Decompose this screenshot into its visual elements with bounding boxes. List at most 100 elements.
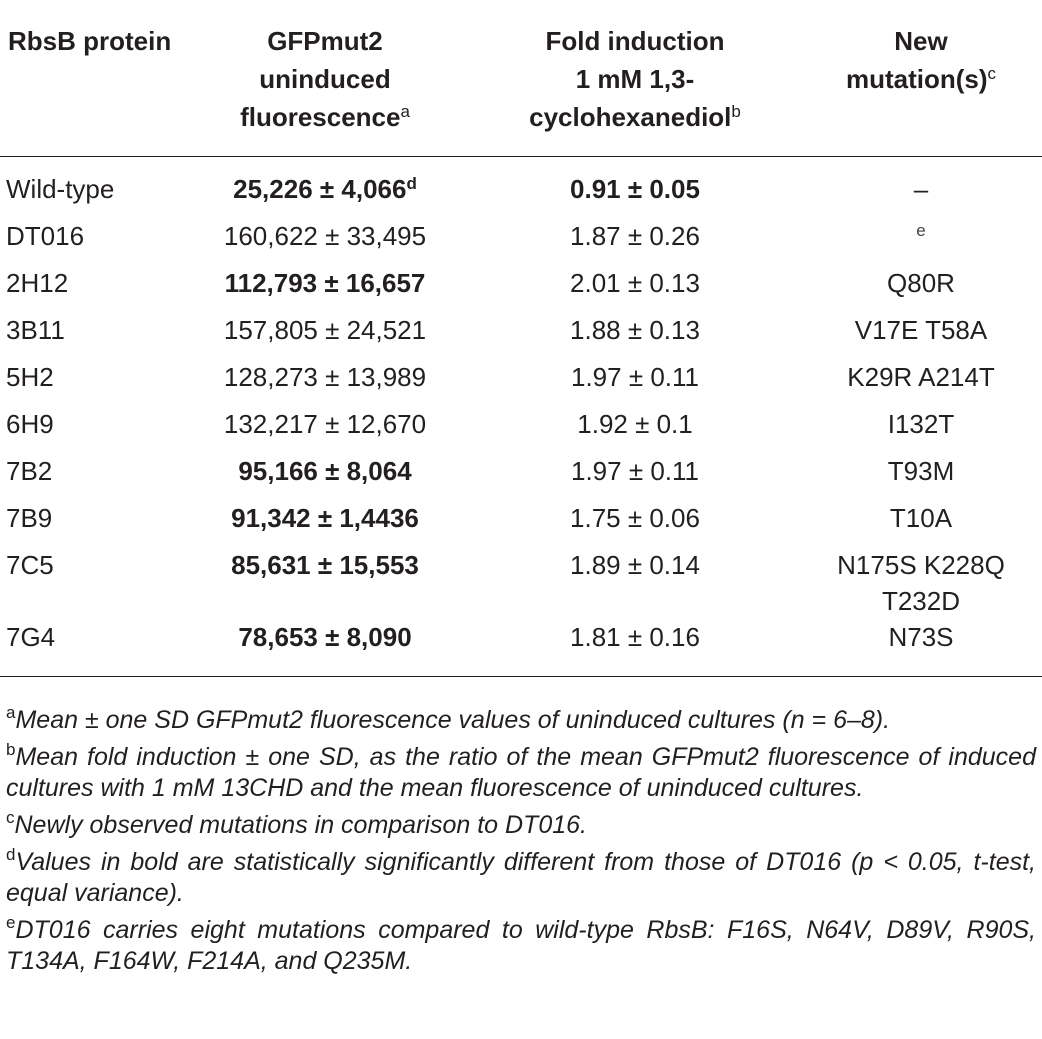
- protein-cell-value: DT016: [6, 221, 85, 251]
- table-row: DT016 160,622 ± 33,495 1.87 ± 0.26 e: [0, 218, 1042, 265]
- fold-induction-cell: 1.89 ± 0.14: [470, 547, 800, 619]
- footnote-text: Values in bold are statistically signifi…: [6, 848, 1036, 907]
- footnote-text: DT016 carries eight mutations compared t…: [6, 916, 1036, 975]
- footnote-marker: d: [406, 174, 417, 193]
- fluorescence-cell-value: 95,166 ± 8,064: [238, 456, 412, 486]
- fold-induction-cell-value: 0.91 ± 0.05: [570, 174, 700, 204]
- mutations-cell: e: [800, 218, 1042, 265]
- mutations-cell-value: V17E T58A: [854, 315, 988, 345]
- fluorescence-cell: 157,805 ± 24,521: [180, 312, 470, 359]
- table-row: 7G4 78,653 ± 8,090 1.81 ± 0.16 N73S: [0, 619, 1042, 677]
- column-header-2: GFPmut2 uninduced fluorescencea: [180, 0, 470, 157]
- column-header-3: Fold induction 1 mM 1,3- cyclohexanediolb: [470, 0, 800, 157]
- footnote: bMean fold induction ± one SD, as the ra…: [6, 740, 1036, 804]
- table-row: 7C5 85,631 ± 15,553 1.89 ± 0.14 N175S K228Q…: [0, 547, 1042, 619]
- footnote-marker: c: [6, 808, 15, 827]
- mutations-cell-value: K29R A214T: [847, 362, 995, 392]
- results-table: RbsB protein GFPmut2 uninduced fluorescence…: [0, 0, 1042, 677]
- mutations-cell-value: N175S K228Q T232D: [837, 550, 1005, 616]
- mutations-cell: T93M: [800, 453, 1042, 500]
- footnote-text: Newly observed mutations in comparison t…: [14, 811, 588, 839]
- mutations-cell: T10A: [800, 500, 1042, 547]
- protein-cell-value: 7B9: [6, 503, 53, 533]
- mutations-cell: –: [800, 157, 1042, 219]
- mutations-cell: N73S: [800, 619, 1042, 677]
- fold-induction-cell: 1.92 ± 0.1: [470, 406, 800, 453]
- table-body: Wild-type 25,226 ± 4,066d 0.91 ± 0.05 – DT01…: [0, 157, 1042, 677]
- footnote-marker: e: [6, 913, 16, 932]
- table-row: 6H9 132,217 ± 12,670 1.92 ± 0.1 I132T: [0, 406, 1042, 453]
- fluorescence-cell-value: 112,793 ± 16,657: [224, 268, 426, 298]
- fluorescence-cell: 85,631 ± 15,553: [180, 547, 470, 619]
- fold-induction-cell-value: 1.89 ± 0.14: [570, 550, 700, 580]
- protein-cell: 3B11: [0, 312, 180, 359]
- protein-cell-value: 7C5: [6, 550, 54, 580]
- mutations-cell: I132T: [800, 406, 1042, 453]
- mutations-cell-value: Q80R: [887, 268, 955, 298]
- protein-cell-value: 6H9: [6, 409, 54, 439]
- fold-induction-cell: 2.01 ± 0.13: [470, 265, 800, 312]
- footnote-text: Mean ± one SD GFPmut2 fluorescence value…: [15, 706, 891, 734]
- fluorescence-cell-value: 91,342 ± 1,4436: [231, 503, 419, 533]
- fold-induction-cell-value: 1.75 ± 0.06: [570, 503, 700, 533]
- column-header-line: mutation(s): [845, 64, 988, 94]
- table-footnotes: aMean ± one SD GFPmut2 fluorescence valu…: [6, 704, 1036, 983]
- fluorescence-cell: 78,653 ± 8,090: [180, 619, 470, 677]
- fluorescence-cell: 128,273 ± 13,989: [180, 359, 470, 406]
- protein-cell-value: 5H2: [6, 362, 54, 392]
- fold-induction-cell-value: 1.87 ± 0.26: [570, 221, 700, 251]
- fluorescence-cell-value: 25,226 ± 4,066: [233, 174, 407, 204]
- protein-cell: Wild-type: [0, 157, 180, 219]
- mutations-cell: Q80R: [800, 265, 1042, 312]
- fluorescence-cell-value: 157,805 ± 24,521: [223, 315, 427, 345]
- table-header: RbsB protein GFPmut2 uninduced fluorescence…: [0, 0, 1042, 157]
- column-header-line: uninduced: [259, 64, 391, 94]
- column-header-line: GFPmut2: [267, 26, 383, 56]
- fold-induction-cell-value: 2.01 ± 0.13: [570, 268, 700, 298]
- footnote: cNewly observed mutations in comparison …: [6, 808, 1036, 841]
- table-row: 7B9 91,342 ± 1,4436 1.75 ± 0.06 T10A: [0, 500, 1042, 547]
- fluorescence-cell-value: 128,273 ± 13,989: [223, 362, 427, 392]
- protein-cell: 6H9: [0, 406, 180, 453]
- header-row: RbsB protein GFPmut2 uninduced fluorescence…: [0, 0, 1042, 157]
- protein-cell: 5H2: [0, 359, 180, 406]
- protein-cell: 7G4: [0, 619, 180, 677]
- table-row: 7B2 95,166 ± 8,064 1.97 ± 0.11 T93M: [0, 453, 1042, 500]
- protein-cell: 7B9: [0, 500, 180, 547]
- protein-cell: 7B2: [0, 453, 180, 500]
- table-row: Wild-type 25,226 ± 4,066d 0.91 ± 0.05 –: [0, 157, 1042, 219]
- protein-cell-value: 7B2: [6, 456, 53, 486]
- fold-induction-cell: 1.88 ± 0.13: [470, 312, 800, 359]
- footnote-marker: b: [6, 740, 16, 759]
- footnote-marker: d: [6, 845, 16, 864]
- column-header-1: RbsB protein: [0, 0, 180, 157]
- protein-cell: DT016: [0, 218, 180, 265]
- protein-cell-value: 3B11: [6, 315, 65, 345]
- fluorescence-cell: 91,342 ± 1,4436: [180, 500, 470, 547]
- footnote-marker: c: [987, 64, 997, 83]
- mutations-cell-value: N73S: [888, 622, 954, 652]
- fold-induction-cell-value: 1.92 ± 0.1: [577, 409, 693, 439]
- footnote-marker: b: [731, 102, 741, 121]
- column-header-line: Fold induction: [545, 26, 725, 56]
- mutations-cell-value: T10A: [889, 503, 953, 533]
- protein-cell: 2H12: [0, 265, 180, 312]
- footnote: aMean ± one SD GFPmut2 fluorescence valu…: [6, 704, 1036, 736]
- protein-cell-value: 2H12: [6, 268, 69, 298]
- fluorescence-cell: 95,166 ± 8,064: [180, 453, 470, 500]
- fluorescence-cell-value: 78,653 ± 8,090: [238, 622, 412, 652]
- mutations-cell: K29R A214T: [800, 359, 1042, 406]
- protein-cell: 7C5: [0, 547, 180, 619]
- column-header-line: fluorescence: [240, 102, 401, 132]
- fluorescence-cell-value: 160,622 ± 33,495: [223, 221, 427, 251]
- column-header-line: RbsB protein: [8, 26, 172, 56]
- mutations-cell: N175S K228Q T232D: [800, 547, 1042, 619]
- mutations-cell: V17E T58A: [800, 312, 1042, 359]
- column-header-line: cyclohexanediol: [529, 102, 732, 132]
- fold-induction-cell-value: 1.88 ± 0.13: [570, 315, 700, 345]
- fluorescence-cell: 160,622 ± 33,495: [180, 218, 470, 265]
- fluorescence-cell-value: 85,631 ± 15,553: [231, 550, 419, 580]
- fold-induction-cell: 1.97 ± 0.11: [470, 359, 800, 406]
- fluorescence-cell-value: 132,217 ± 12,670: [223, 409, 427, 439]
